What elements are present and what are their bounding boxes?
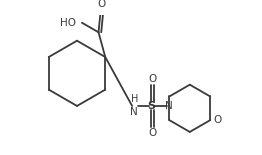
Text: N: N <box>130 107 138 117</box>
Text: H: H <box>131 94 138 104</box>
Text: O: O <box>213 115 221 125</box>
Text: N: N <box>165 101 173 111</box>
Text: O: O <box>148 128 156 138</box>
Text: O: O <box>98 0 106 9</box>
Text: O: O <box>148 74 156 84</box>
Text: HO: HO <box>60 18 76 28</box>
Text: S: S <box>147 101 155 111</box>
